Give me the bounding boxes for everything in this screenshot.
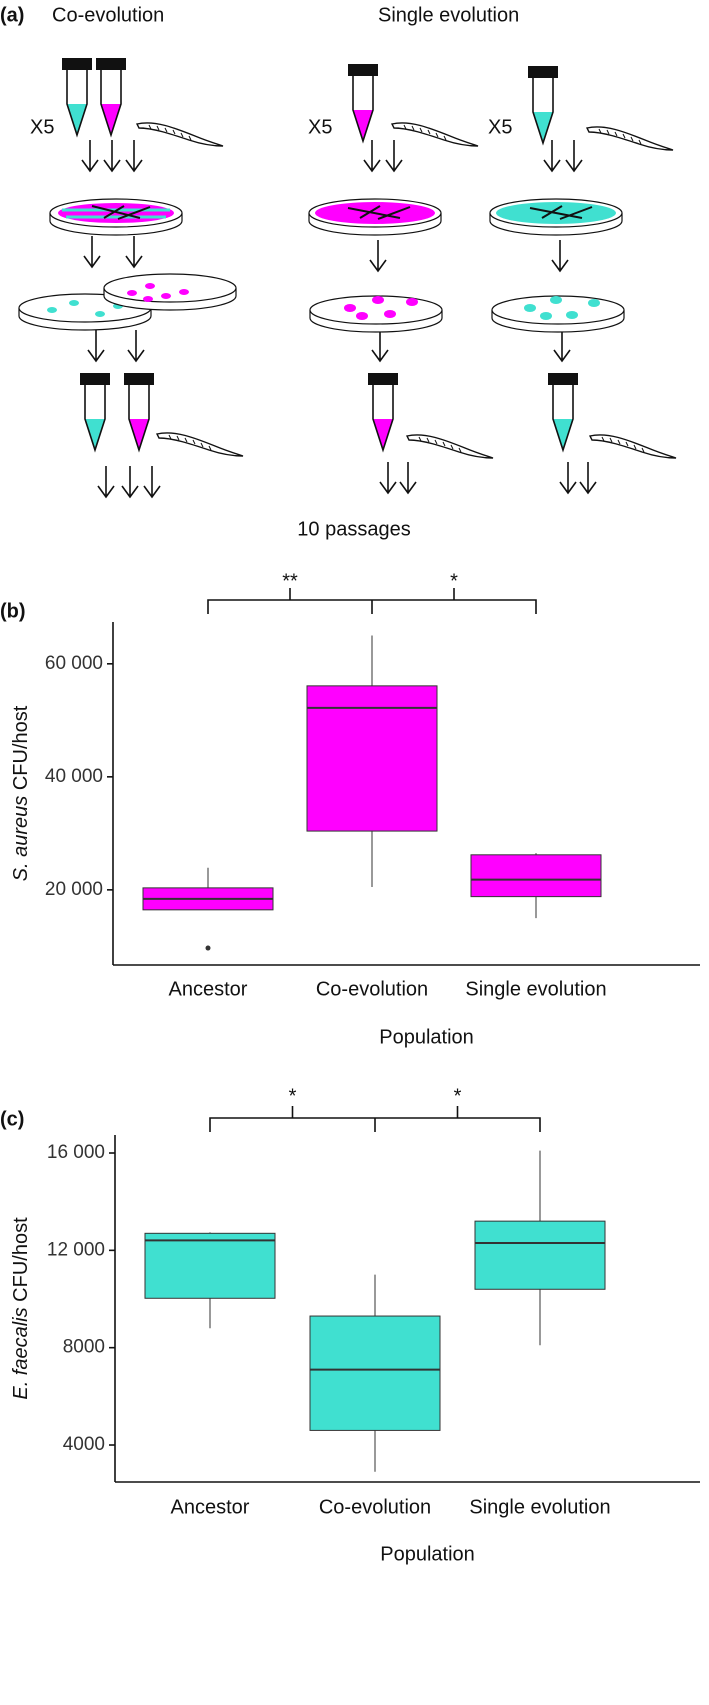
- box: [306, 685, 438, 832]
- panel-label: (b): [0, 600, 26, 622]
- x-axis-label: Population: [380, 1543, 475, 1565]
- x-tick-label: Single evolution: [465, 978, 606, 1000]
- y-axis-label-unit: CFU/host: [10, 1217, 32, 1302]
- multiplier: X5: [488, 116, 512, 138]
- dish: [491, 295, 625, 333]
- y-tick-label: 4000: [63, 1434, 105, 1455]
- tube: [527, 65, 559, 144]
- x-axis-label: Population: [379, 1026, 474, 1048]
- y-axis-label-unit: CFU/host: [10, 705, 32, 790]
- dish: [308, 198, 442, 236]
- significance-stars: **: [282, 570, 298, 592]
- y-tick-label: 12 000: [47, 1239, 105, 1260]
- tube: [547, 372, 579, 451]
- worm: [406, 434, 494, 459]
- x-tick-label: Single evolution: [469, 1496, 610, 1518]
- panel-title: Single evolution: [378, 4, 519, 26]
- dish: [309, 295, 443, 333]
- y-tick-label: 20 000: [45, 879, 103, 900]
- box: [474, 1220, 606, 1290]
- y-axis-label: S. aureus CFU/host: [10, 705, 32, 881]
- y-axis-label: E. faecalis CFU/host: [10, 1217, 32, 1400]
- dish: [18, 273, 237, 331]
- tube: [123, 372, 155, 451]
- dish: [489, 198, 623, 236]
- y-tick-label: 60 000: [45, 653, 103, 674]
- tube: [367, 372, 399, 451]
- tube: [79, 372, 111, 451]
- x-tick-label: Ancestor: [171, 1496, 250, 1518]
- y-tick-label: 8000: [63, 1337, 105, 1358]
- panel-label: (a): [0, 4, 24, 26]
- worm: [586, 126, 674, 151]
- tube: [61, 57, 93, 136]
- significance-stars: *: [289, 1085, 297, 1107]
- significance-bracket: [207, 599, 537, 614]
- worm: [589, 434, 677, 459]
- y-axis-label-species: S. aureus: [10, 796, 32, 882]
- y-axis-label-species: E. faecalis: [10, 1307, 32, 1399]
- panel-a: (a) Co-evolution Single evolution X5 X5 …: [0, 4, 677, 540]
- x-tick-label: Co-evolution: [319, 1496, 431, 1518]
- panel-label: (c): [0, 1108, 24, 1130]
- y-tick-label: 16 000: [47, 1142, 105, 1163]
- multiplier: X5: [30, 116, 54, 138]
- passages-label: 10 passages: [297, 518, 410, 540]
- significance-stars: *: [454, 1085, 462, 1107]
- box: [470, 854, 602, 898]
- y-tick-label: 40 000: [45, 766, 103, 787]
- box: [144, 1232, 276, 1299]
- dish: [49, 198, 183, 236]
- tube: [347, 63, 379, 142]
- x-tick-label: Co-evolution: [316, 978, 428, 1000]
- significance-bracket: [209, 1117, 541, 1132]
- panel-title: Co-evolution: [52, 4, 164, 26]
- outlier: [205, 945, 211, 951]
- x-tick-label: Ancestor: [169, 978, 248, 1000]
- significance-stars: *: [450, 570, 458, 592]
- worm: [156, 432, 244, 457]
- worm: [136, 122, 224, 147]
- box: [309, 1315, 441, 1431]
- tube: [95, 57, 127, 136]
- multiplier: X5: [308, 116, 332, 138]
- worm: [391, 122, 479, 147]
